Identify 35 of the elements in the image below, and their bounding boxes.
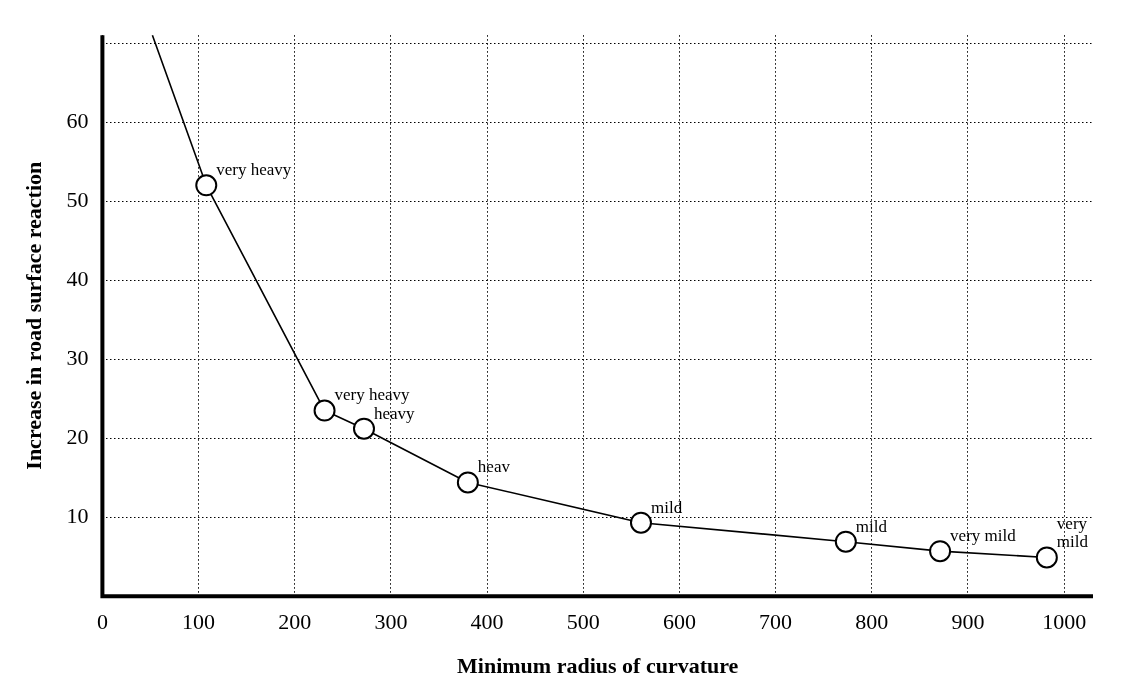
y-axis-title: Increase in road surface reaction <box>20 161 46 470</box>
point <box>195 174 218 197</box>
point <box>313 399 336 422</box>
x-tick-label: 800 <box>855 609 889 635</box>
y-tick-label: 40 <box>66 265 89 291</box>
y-tick-label: 60 <box>66 107 89 133</box>
y-tick-label: 50 <box>66 186 89 212</box>
annotation: very mild <box>950 526 1017 546</box>
point <box>1035 546 1058 569</box>
x-axis-title: Minimum radius of curvature <box>457 653 739 679</box>
annotation: mild <box>650 497 683 517</box>
x-tick-label: 0 <box>96 609 108 635</box>
annotation: very heavy <box>216 160 292 180</box>
annotation: mild <box>855 516 888 536</box>
x-tick-label: 100 <box>182 609 216 635</box>
x-tick-label: 300 <box>374 609 408 635</box>
x-tick-label: 400 <box>470 609 504 635</box>
x-tick-label: 900 <box>951 609 985 635</box>
y-tick-label: 20 <box>66 423 89 449</box>
annotation: very heavy <box>334 385 411 405</box>
annotation: heav <box>477 457 511 477</box>
point <box>353 417 375 440</box>
y-tick-label: 30 <box>66 344 89 370</box>
x-tick-label: 600 <box>662 609 696 635</box>
x-tick-label: 1000 <box>1042 609 1087 635</box>
point <box>834 530 857 553</box>
annotation: very mild <box>1056 514 1089 552</box>
point <box>929 540 952 563</box>
annotation: heavy <box>374 403 416 423</box>
point <box>629 511 652 534</box>
x-tick-label: 500 <box>566 609 600 635</box>
x-tick-label: 200 <box>278 609 312 635</box>
y-tick-label: 10 <box>66 502 89 528</box>
point <box>456 471 479 494</box>
x-tick-label: 700 <box>759 609 793 635</box>
